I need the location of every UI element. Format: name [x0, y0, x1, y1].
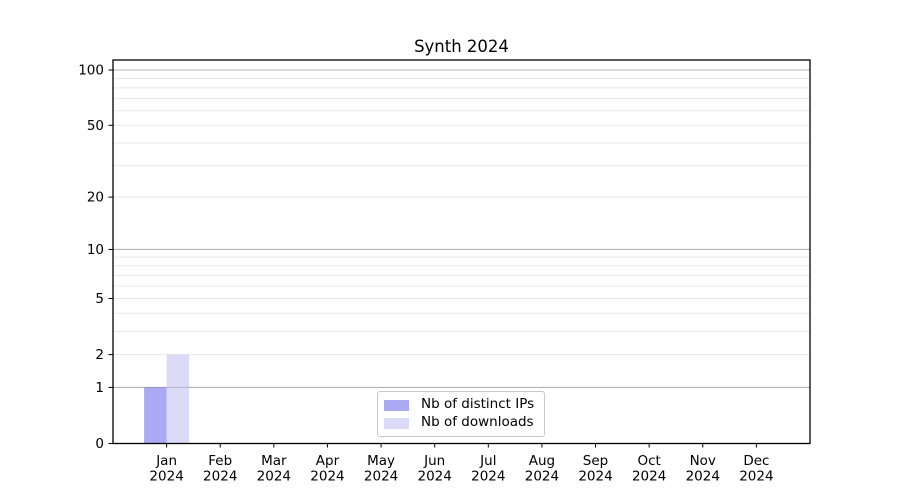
x-tick-label-month: Oct: [637, 453, 660, 469]
x-tick-label-year: 2024: [310, 469, 344, 485]
legend-swatch-downloads: [384, 417, 409, 429]
x-tick-label-year: 2024: [257, 469, 291, 485]
x-tick-label-month: Feb: [208, 453, 232, 469]
x-tick-label-year: 2024: [525, 469, 559, 485]
legend-label-downloads: Nb of downloads: [421, 414, 534, 431]
x-tick-label-year: 2024: [149, 469, 183, 485]
x-tick-label-month: Nov: [690, 453, 716, 469]
x-tick-label-year: 2024: [418, 469, 452, 485]
x-tick-label-year: 2024: [471, 469, 505, 485]
x-tick-label-month: Jan: [155, 453, 177, 469]
legend-item-downloads: Nb of downloads: [384, 415, 536, 431]
plot-border: [112, 59, 811, 445]
x-tick-label-month: May: [367, 453, 395, 469]
x-tick-label-year: 2024: [578, 469, 612, 485]
y-tick-label: 0: [95, 436, 104, 452]
bar-jan-series1: [166, 354, 190, 444]
y-tick-label: 2: [95, 347, 104, 363]
gridlines: [113, 69, 810, 388]
y-tick-label: 50: [87, 118, 104, 134]
y-tick-label: 10: [87, 242, 104, 258]
legend-label-distinct-ips: Nb of distinct IPs: [421, 396, 535, 413]
x-tick-label-month: Aug: [529, 453, 555, 469]
chart-title: Synth 2024: [414, 37, 509, 56]
x-tick-label-month: Jun: [423, 453, 445, 469]
y-tick-label: 100: [78, 63, 104, 79]
y-tick-label: 1: [95, 380, 104, 396]
axes: Jan2024Feb2024Mar2024Apr2024May2024Jun20…: [78, 59, 811, 485]
x-tick-label-month: Jul: [479, 453, 496, 469]
chart-legend: Nb of distinct IPs Nb of downloads: [377, 391, 545, 437]
x-tick-label-year: 2024: [739, 469, 773, 485]
x-tick-label-year: 2024: [203, 469, 237, 485]
y-tick-label: 20: [87, 190, 104, 206]
bar-jan-series0: [144, 387, 167, 444]
x-tick-label-month: Mar: [261, 453, 287, 469]
legend-item-distinct-ips: Nb of distinct IPs: [384, 397, 536, 413]
x-tick-label-year: 2024: [686, 469, 720, 485]
x-tick-label-month: Apr: [316, 453, 340, 469]
x-tick-label-month: Sep: [583, 453, 608, 469]
x-tick-label-year: 2024: [632, 469, 666, 485]
y-tick-label: 5: [95, 291, 104, 307]
bars: [144, 354, 190, 444]
x-tick-label-year: 2024: [364, 469, 398, 485]
legend-swatch-distinct-ips: [384, 399, 409, 411]
x-tick-label-month: Dec: [743, 453, 769, 469]
